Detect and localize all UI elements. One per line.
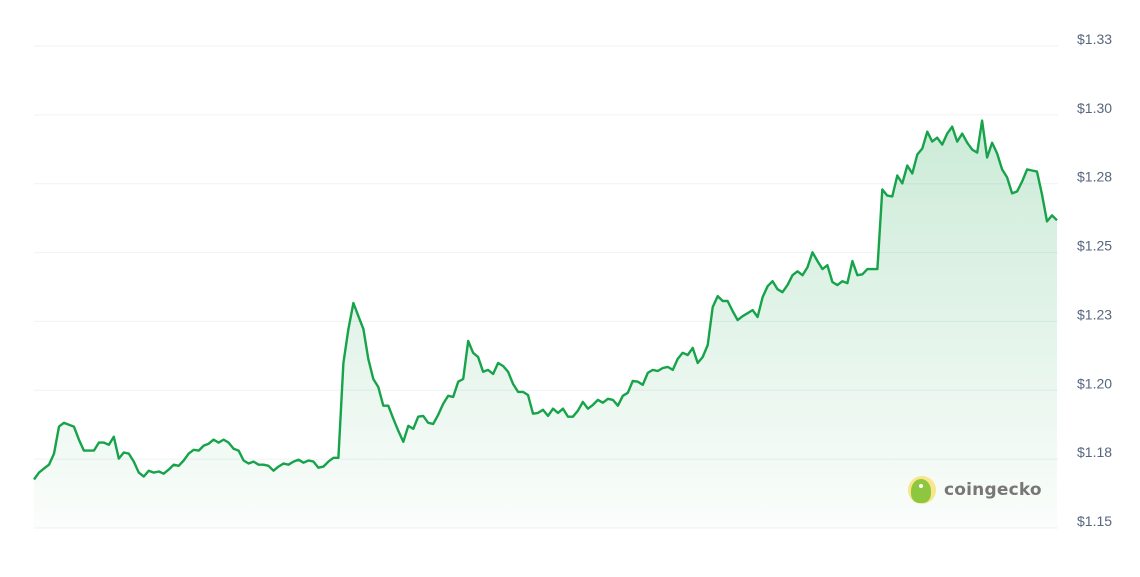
price-area-fill: [34, 120, 1057, 528]
coingecko-watermark: coingecko: [908, 476, 1042, 504]
y-tick-label: $1.20: [1077, 375, 1112, 391]
y-tick-label: $1.15: [1077, 513, 1112, 529]
y-tick-label: $1.28: [1077, 169, 1112, 185]
price-line: [33, 119, 1058, 481]
y-tick-label: $1.25: [1077, 238, 1112, 254]
coingecko-logo-icon: [908, 476, 936, 504]
watermark-text: coingecko: [944, 480, 1042, 500]
y-tick-label: $1.30: [1077, 100, 1112, 116]
y-tick-label: $1.18: [1077, 444, 1112, 460]
y-tick-label: $1.23: [1077, 306, 1112, 322]
y-tick-label: $1.33: [1077, 31, 1112, 47]
